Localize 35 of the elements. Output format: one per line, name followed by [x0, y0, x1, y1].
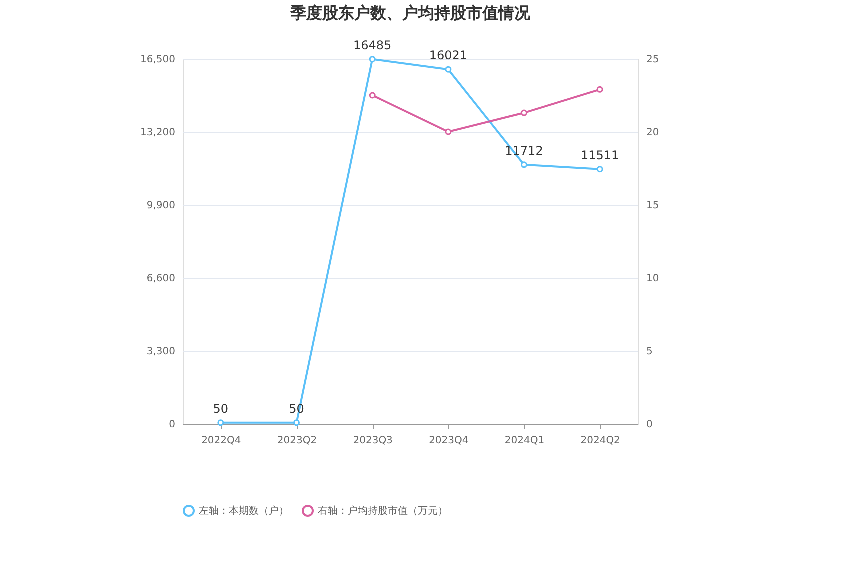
y-tick-label: 3,300 [146, 346, 176, 358]
point [596, 86, 604, 93]
y2-tick-label: 5 [646, 346, 653, 358]
y-tick-label: 9,900 [146, 200, 176, 212]
y2-tick-label: 0 [646, 420, 653, 430]
y-tick-label: 13,200 [140, 128, 176, 138]
chart-title: 季度股东户数、户均持股市值情况 [290, 3, 532, 22]
point [445, 128, 452, 136]
point [596, 166, 604, 173]
point [294, 420, 300, 426]
legend-label: 左轴：本期数（户） [199, 505, 289, 517]
y2-tick-label: 15 [646, 200, 660, 212]
point [369, 56, 376, 63]
legend-label: 右轴：户均持股市值（万元） [318, 505, 448, 517]
point [521, 162, 528, 168]
x-tick-label: 2023Q4 [429, 436, 469, 446]
data-label: 50 [213, 402, 229, 416]
y2-tick-label: 20 [646, 128, 660, 138]
point [445, 66, 452, 73]
x-tick-label: 2024Q1 [504, 436, 545, 446]
y-tick-label: 16,500 [140, 54, 176, 66]
y-tick-label: 6,600 [146, 274, 176, 284]
x-tick-label: 2023Q2 [277, 436, 318, 446]
point [369, 92, 376, 99]
data-label: 11511 [580, 148, 620, 162]
point [521, 110, 528, 116]
x-tick-label: 2024Q2 [580, 436, 620, 446]
data-label: 16485 [353, 38, 392, 52]
y-tick-label: 0 [169, 420, 176, 430]
x-tick-label: 2023Q3 [353, 436, 393, 446]
data-label: 16021 [429, 48, 468, 63]
y2-tick-label: 25 [646, 54, 660, 66]
x-tick-label: 2022Q4 [202, 436, 242, 446]
point [218, 420, 224, 426]
y2-tick-label: 10 [646, 274, 660, 284]
